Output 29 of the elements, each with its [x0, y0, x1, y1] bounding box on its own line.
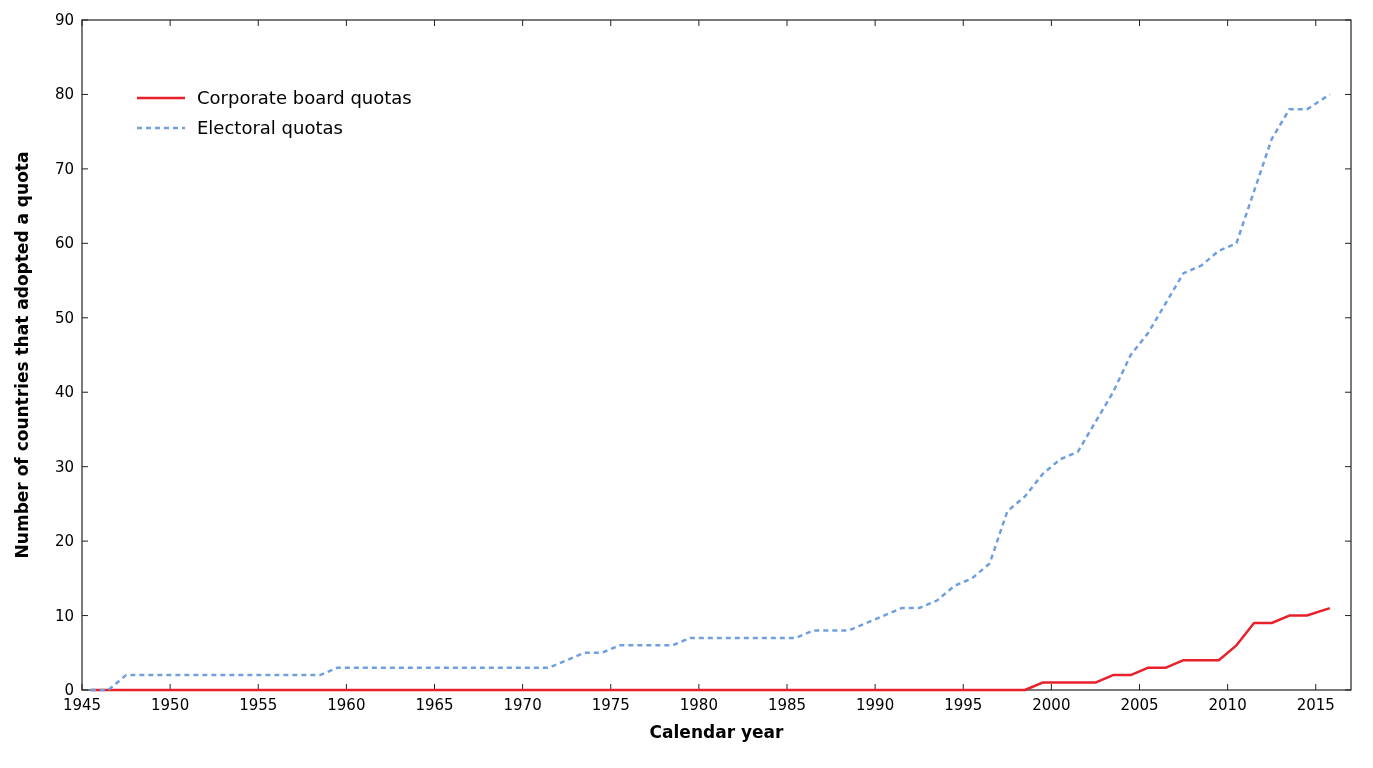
- x-tick-label: 2010: [1208, 696, 1247, 714]
- x-tick-label: 1965: [415, 696, 454, 714]
- y-tick-label: 70: [54, 159, 74, 178]
- legend-label: Electoral quotas: [197, 117, 343, 138]
- y-tick-label: 80: [54, 85, 74, 104]
- y-tick-label: 30: [54, 457, 74, 476]
- x-tick-label: 1985: [767, 696, 807, 714]
- y-tick-label: 40: [54, 383, 74, 402]
- y-tick-label: 0: [64, 681, 74, 699]
- x-tick-label: 1945: [62, 696, 102, 714]
- x-tick-label: 1955: [239, 696, 278, 714]
- x-tick-label: 2000: [1032, 696, 1071, 714]
- x-tick-label: 1995: [944, 696, 983, 714]
- x-tick-label: 2005: [1120, 696, 1159, 714]
- y-tick-label: 90: [54, 11, 74, 29]
- x-tick-label: 1960: [327, 696, 366, 714]
- x-axis-title: Calendar year: [649, 722, 785, 742]
- y-tick-label: 60: [54, 234, 74, 253]
- legend-label: Corporate board quotas: [197, 87, 412, 108]
- x-tick-label: 1980: [679, 696, 718, 714]
- x-tick-label: 1970: [503, 696, 542, 714]
- x-tick-label: 1950: [151, 696, 190, 714]
- x-tick-label: 1990: [856, 696, 895, 714]
- y-tick-label: 20: [54, 532, 74, 551]
- x-tick-label: 2015: [1296, 696, 1335, 714]
- y-tick-label: 50: [54, 308, 74, 327]
- y-tick-label: 10: [54, 606, 74, 625]
- x-tick-label: 1975: [591, 696, 630, 714]
- y-axis-title: Number of countries that adopted a quota: [12, 151, 32, 559]
